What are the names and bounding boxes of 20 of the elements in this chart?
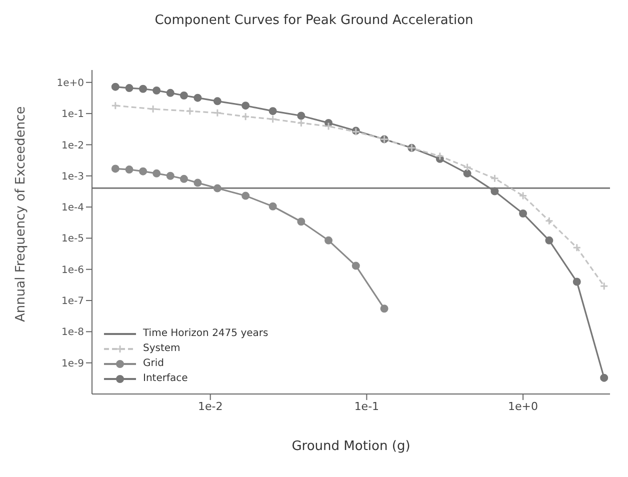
x-tick-label: 1e-2 [198,400,223,413]
y-tick-label: 1e-7 [62,296,84,308]
y-axis-title: Annual Frequency of Exceedence [14,106,29,322]
y-tick-label: 1e-2 [62,140,84,152]
y-tick-label: 1e-4 [62,202,84,214]
chart-title: Component Curves for Peak Ground Acceleration [154,12,474,30]
y-tick-label: 1e-6 [62,264,84,276]
x-axis-title: Ground Motion (g) [292,439,410,454]
legend-label: System [143,343,180,354]
y-tick-label: 1e-9 [62,358,84,370]
y-tick-label: 1e-8 [62,327,84,338]
legend-label: Time Horizon 2475 years [143,328,268,339]
y-tick-label: 1e-1 [62,109,84,120]
y-tick-label: 1e+0 [56,78,84,89]
y-tick-label: 1e-3 [62,171,84,182]
x-tick-label: 1e+0 [508,400,538,413]
y-tick-label: 1e-5 [62,234,84,245]
x-tick-label: 1e-1 [354,400,380,413]
legend-label: Interface [143,373,188,384]
legend-label: Grid [143,358,164,369]
